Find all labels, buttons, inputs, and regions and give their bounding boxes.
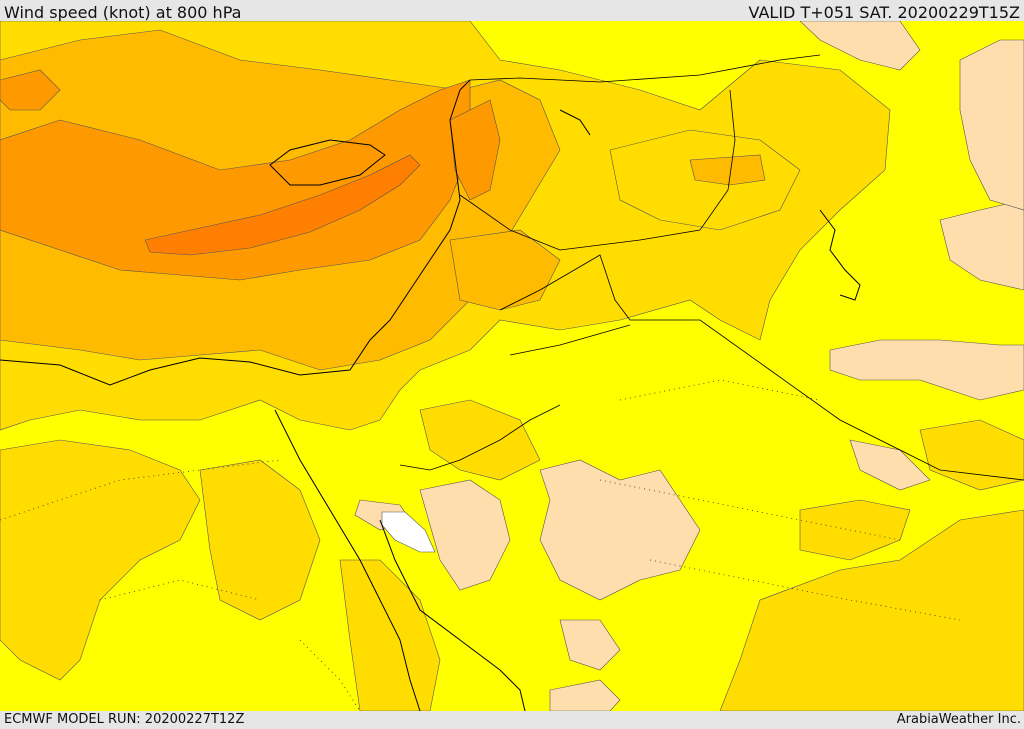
weather-map bbox=[0, 21, 1024, 711]
calm-white-region bbox=[381, 511, 436, 553]
wind-band-core bbox=[144, 154, 421, 256]
dotted-admin-lines bbox=[0, 379, 961, 711]
model-run: ECMWF MODEL RUN: 20200227T12Z bbox=[4, 712, 245, 727]
map-title: Wind speed (knot) at 800 hPa bbox=[4, 3, 242, 22]
wind-band-strong bbox=[0, 69, 501, 281]
valid-time: VALID T+051 SAT. 20200229T15Z bbox=[748, 3, 1020, 22]
coastlines bbox=[0, 79, 861, 711]
calm-regions bbox=[354, 21, 1024, 711]
footer-bar: ECMWF MODEL RUN: 20200227T12Z ArabiaWeat… bbox=[0, 711, 1024, 729]
credit: ArabiaWeather Inc. bbox=[896, 712, 1021, 727]
header-bar: Wind speed (knot) at 800 hPa VALID T+051… bbox=[0, 0, 1024, 22]
borders bbox=[399, 54, 1024, 481]
